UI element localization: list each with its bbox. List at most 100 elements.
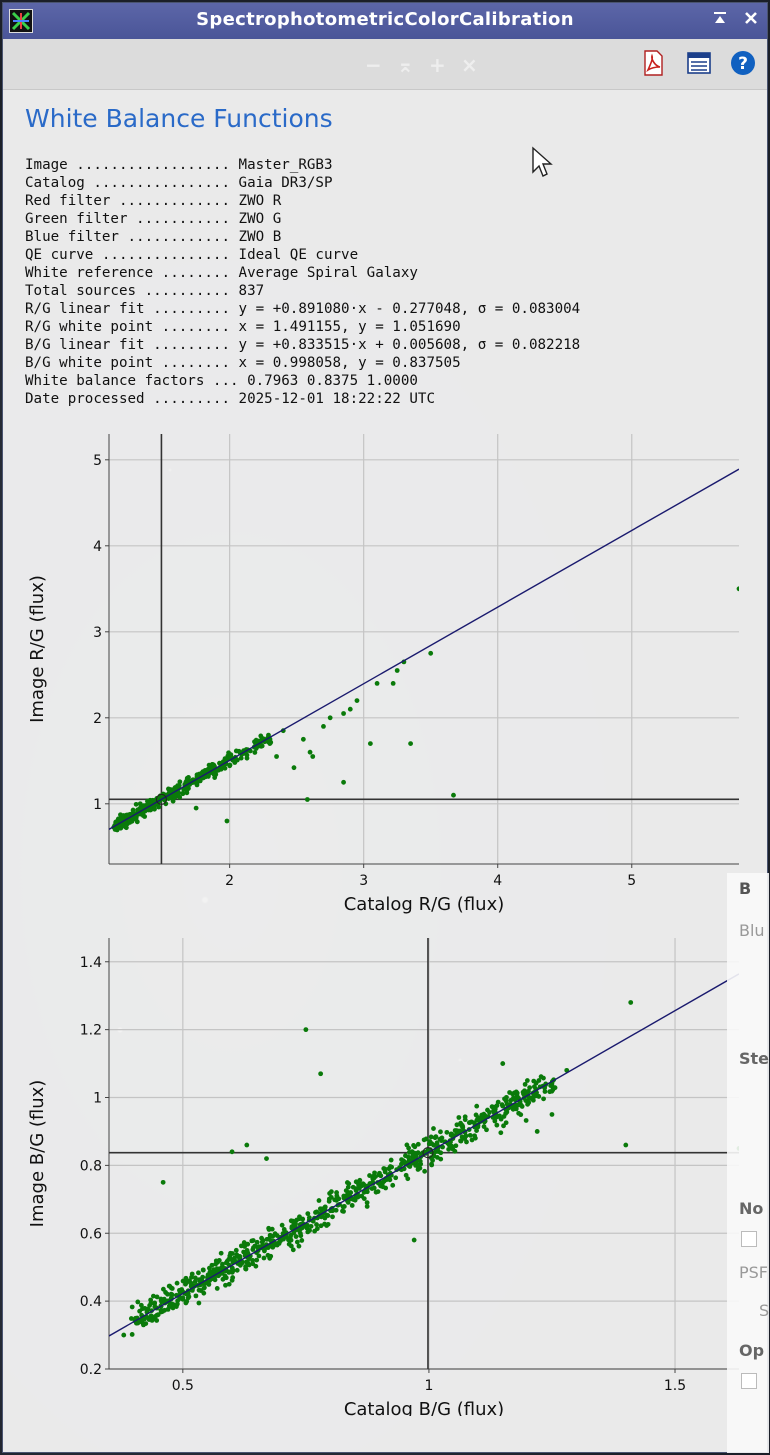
data-point	[148, 807, 154, 813]
title-bar[interactable]: SpectrophotometricColorCalibration	[3, 3, 767, 39]
data-point	[457, 1128, 463, 1134]
window-title: SpectrophotometricColorCalibration	[196, 9, 574, 30]
app-icon[interactable]	[9, 9, 33, 33]
side-checkbox-2[interactable]	[741, 1373, 757, 1389]
data-point	[172, 785, 178, 790]
data-point	[196, 1287, 202, 1293]
y-tick-label: 0.8	[80, 1158, 102, 1174]
data-point	[438, 1129, 443, 1135]
data-point	[211, 1267, 217, 1273]
x-axis-label: Catalog B/G (flux)	[344, 1399, 504, 1416]
data-point	[297, 1227, 303, 1232]
data-point	[133, 814, 139, 820]
data-point	[137, 801, 143, 807]
data-point	[526, 1100, 532, 1105]
data-point	[205, 774, 211, 779]
data-point	[318, 1071, 324, 1077]
data-point	[254, 1257, 260, 1263]
data-point	[341, 1208, 346, 1214]
data-point	[406, 1145, 412, 1151]
data-point	[428, 650, 434, 656]
data-point	[492, 1118, 498, 1124]
data-point	[244, 1142, 250, 1148]
ghost-shade-icon: ⌅	[397, 53, 414, 77]
data-point	[431, 1142, 437, 1148]
data-point	[200, 1267, 206, 1273]
data-point	[156, 804, 162, 810]
side-label-blu: Blu	[739, 921, 765, 940]
data-point	[211, 771, 217, 777]
report-row: R/G white point ........ x = 1.491155, y…	[25, 318, 580, 336]
data-point	[170, 1305, 176, 1311]
data-point	[378, 1183, 384, 1189]
data-point	[495, 1099, 501, 1105]
browse-documentation-button[interactable]	[685, 49, 713, 77]
report-value: ZWO B	[238, 229, 282, 245]
data-point	[350, 1184, 356, 1190]
data-point	[534, 1129, 540, 1134]
report-row: B/G linear fit ......... y = +0.833515·x…	[25, 336, 580, 354]
data-point	[415, 1163, 421, 1169]
data-point	[121, 1332, 127, 1338]
report-value: Average Spiral Galaxy	[238, 265, 418, 281]
close-icon	[745, 12, 757, 24]
data-point	[403, 1153, 408, 1159]
pdf-document-icon	[644, 50, 663, 76]
data-point	[115, 826, 120, 832]
side-checkbox-1[interactable]	[741, 1231, 757, 1247]
data-point	[160, 1179, 166, 1185]
data-point	[341, 779, 346, 785]
data-point	[371, 1175, 377, 1181]
data-point	[341, 711, 346, 716]
data-point	[259, 1235, 264, 1241]
rg-chart: 2 3 4 5 1 2 3 4 5 Catalog R/G (flux) Image R/G (fl…	[3, 426, 767, 916]
data-point	[219, 1264, 225, 1270]
data-point	[128, 1316, 134, 1321]
data-point	[218, 1250, 224, 1256]
help-button[interactable]: ?	[729, 49, 757, 77]
data-point	[332, 1197, 338, 1203]
data-point	[438, 1156, 444, 1162]
data-point	[548, 1083, 554, 1088]
export-pdf-button[interactable]	[639, 49, 667, 77]
close-button[interactable]	[740, 10, 762, 32]
report-value: y = +0.833515·x + 0.005608, σ = 0.082218	[238, 337, 581, 353]
data-point	[345, 1199, 351, 1205]
data-point	[330, 1214, 335, 1220]
data-point	[231, 758, 237, 764]
shade-button[interactable]	[709, 10, 731, 32]
data-point	[113, 819, 119, 825]
data-point	[226, 1281, 232, 1287]
data-point	[238, 1243, 244, 1249]
data-point	[367, 741, 373, 746]
data-point	[267, 1234, 273, 1240]
ghost-maximize-icon: +	[429, 53, 446, 77]
data-point	[141, 1322, 146, 1328]
data-point	[541, 1096, 546, 1102]
report-value: Ideal QE curve	[238, 247, 359, 263]
report-row: Red filter ............. ZWO R	[25, 192, 580, 210]
data-point	[736, 586, 739, 592]
report-row: QE curve ............... Ideal QE curve	[25, 246, 580, 264]
data-point	[512, 1103, 517, 1109]
data-point	[324, 1212, 330, 1218]
data-point	[549, 1112, 555, 1117]
background-panel: B Blu Ste No PSF S Op	[727, 873, 769, 1453]
data-point	[345, 1189, 351, 1195]
data-point	[623, 1142, 629, 1148]
data-point	[184, 778, 189, 784]
data-point	[421, 1137, 427, 1143]
data-point	[292, 1222, 298, 1228]
list-view-icon	[687, 52, 711, 74]
plot-area	[109, 938, 739, 1369]
data-point	[290, 1218, 296, 1224]
data-point	[371, 1185, 377, 1191]
side-label-psf: PSF	[739, 1263, 769, 1282]
data-point	[451, 792, 456, 798]
mouse-pointer-icon	[532, 146, 553, 177]
data-point	[293, 1234, 299, 1239]
report-row: Image .................. Master_RGB3	[25, 156, 580, 174]
data-point	[129, 1304, 135, 1310]
data-point	[522, 1081, 528, 1087]
data-point	[264, 1156, 269, 1161]
